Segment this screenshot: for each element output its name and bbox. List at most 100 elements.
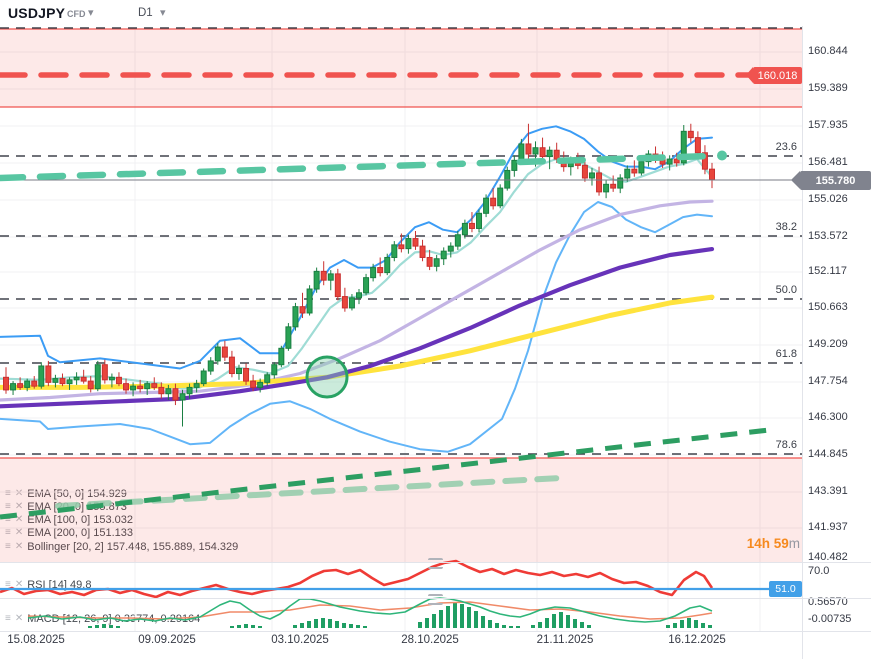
market-type-label: CFD — [67, 9, 86, 19]
candle-body — [172, 388, 179, 401]
candle-body — [214, 346, 221, 362]
indicator-close-icon[interactable]: ✕ — [14, 613, 24, 624]
candle-body — [73, 376, 80, 381]
macd-hist-bar — [666, 625, 670, 628]
candle-body — [426, 256, 433, 267]
candle-body — [624, 168, 631, 179]
price-axis-label: 140.482 — [808, 551, 848, 563]
candle-body — [525, 143, 532, 155]
teal-dashed-trendline[interactable] — [0, 150, 727, 182]
indicator-close-icon[interactable]: ✕ — [14, 579, 24, 590]
indicator-row: ≡ ✕ EMA [50, 0] 154.929 — [5, 488, 127, 500]
price-axis-label: 0.56570 — [808, 596, 848, 608]
macd-hist-bar — [460, 604, 464, 628]
candle-body — [292, 306, 299, 328]
indicator-settings-icon[interactable]: ≡ — [5, 515, 11, 525]
candle-body — [504, 169, 511, 189]
candle-body — [412, 238, 419, 247]
macd-hist-bar — [244, 624, 248, 628]
candle-body — [306, 288, 313, 314]
symbol-selector[interactable]: USDJPY — [8, 5, 66, 21]
candle-body — [709, 168, 715, 181]
interval-selector[interactable]: D1 — [138, 7, 153, 19]
resistance-price-tag: 160.018 — [753, 67, 802, 84]
chevron-down-icon[interactable]: ▾ — [160, 7, 166, 19]
candle-body — [52, 378, 59, 383]
pane-separator[interactable] — [0, 598, 871, 599]
time-axis-label: 03.10.2025 — [271, 634, 329, 646]
candle-body — [3, 376, 9, 391]
time-axis-label: 16.12.2025 — [668, 634, 726, 646]
indicator-close-icon[interactable]: ✕ — [15, 542, 23, 552]
candle-body — [31, 380, 38, 387]
candle-body — [221, 346, 228, 358]
indicator-close-icon[interactable]: ✕ — [15, 489, 23, 499]
indicator-close-icon[interactable]: ✕ — [15, 528, 23, 538]
candle-body — [45, 365, 52, 383]
macd-hist-bar — [95, 625, 99, 628]
highlight-circle[interactable] — [305, 355, 349, 399]
candle-body — [701, 152, 708, 170]
price-axis-label: 159.389 — [808, 82, 848, 94]
candle-body — [38, 365, 45, 387]
indicator-settings-icon[interactable]: ≡ — [5, 613, 11, 624]
macd-hist-bar — [481, 616, 485, 628]
rising-trendlines[interactable] — [0, 426, 779, 520]
indicator-settings-icon[interactable]: ≡ — [5, 542, 11, 552]
macd-hist-bar — [88, 626, 92, 628]
price-axis-label: 149.209 — [808, 338, 848, 350]
candle-body — [151, 383, 158, 388]
indicator-settings-icon[interactable]: ≡ — [5, 489, 11, 499]
candle-body — [553, 149, 560, 160]
candle-body — [433, 258, 440, 267]
candle-body — [59, 378, 66, 385]
indicator-label: EMA [200, 0] 151.133 — [27, 527, 133, 539]
macd-hist-bar — [425, 618, 429, 628]
bollinger-lower-band — [0, 201, 713, 453]
price-axis-separator — [802, 0, 803, 659]
price-axis-label: 70.0 — [808, 565, 830, 577]
green-trendline — [0, 426, 779, 520]
indicator-close-icon[interactable]: ✕ — [15, 515, 23, 525]
macd-hist-bar — [321, 618, 325, 628]
candle-body — [235, 367, 242, 375]
macd-hist-bar — [708, 625, 712, 628]
macd-hist-bar — [109, 625, 113, 628]
chevron-down-icon[interactable]: ▾ — [88, 7, 94, 19]
candle-body — [596, 172, 603, 193]
indicator-settings-icon[interactable]: ≡ — [5, 502, 11, 512]
price-axis-label: 156.481 — [808, 156, 848, 168]
candle-body — [539, 147, 546, 158]
indicator-close-icon[interactable]: ✕ — [15, 502, 23, 512]
macd-hist-bar — [474, 611, 478, 628]
supply-demand-zones[interactable] — [0, 28, 802, 562]
time-axis-label: 28.10.2025 — [401, 634, 459, 646]
pane-resize-handle[interactable] — [428, 558, 443, 569]
candle-body — [476, 212, 483, 229]
price-axis-label: 141.937 — [808, 521, 848, 533]
macd-hist-bar — [687, 618, 691, 628]
bollinger-upper-band — [0, 125, 713, 370]
macd-hist-bar — [258, 626, 262, 628]
candle-body — [94, 364, 101, 390]
macd-hist-bar — [509, 626, 513, 628]
candle-body — [454, 234, 461, 247]
candle-body — [490, 197, 497, 207]
indicator-settings-icon[interactable]: ≡ — [5, 528, 11, 538]
ema-20-line — [0, 158, 714, 390]
macd-hist-bar — [335, 621, 339, 628]
candle-body — [87, 380, 94, 390]
price-axis-label: 144.845 — [808, 448, 848, 460]
pane-separator[interactable] — [0, 562, 871, 563]
pane-resize-handle[interactable] — [428, 594, 443, 605]
candle-body — [228, 356, 235, 375]
rsi-pane — [0, 559, 802, 599]
macd-hist-bar — [307, 621, 311, 628]
candle-body — [694, 137, 701, 154]
candle-body — [327, 273, 334, 281]
candle-body — [313, 270, 320, 290]
candle-body — [532, 147, 539, 155]
price-axis-label: 152.117 — [808, 265, 847, 277]
indicator-settings-icon[interactable]: ≡ — [5, 579, 11, 590]
